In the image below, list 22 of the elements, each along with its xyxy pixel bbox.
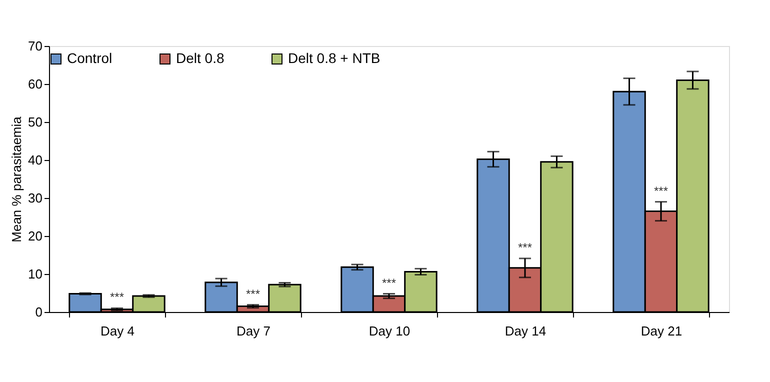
y-tick-label: 50: [28, 114, 42, 130]
legend-label: Control: [67, 50, 112, 66]
y-tick-label: 30: [28, 190, 42, 206]
y-tick-label: 0: [35, 304, 42, 320]
x-tick-label: Day 4: [100, 324, 134, 338]
y-tick-label: 60: [28, 76, 42, 92]
y-tick-label: 40: [28, 152, 42, 168]
y-axis-title: Mean % parasitaemia: [9, 116, 24, 242]
y-tick-label: 10: [28, 266, 42, 282]
x-tick-label: Day 10: [368, 324, 410, 338]
y-tick-label: 70: [28, 38, 42, 54]
y-tick-label: 20: [28, 228, 42, 244]
annotation: ***: [246, 286, 260, 301]
annotation: ***: [654, 184, 668, 198]
annotation: ***: [110, 290, 124, 304]
annotation: ***: [382, 276, 396, 290]
x-tick-label: Day 7: [236, 324, 270, 338]
legend-label: Delt 0.8 + NTB: [288, 50, 380, 66]
annotation: ***: [518, 240, 532, 254]
x-tick-label: Day 21: [640, 324, 682, 338]
legend-label: Delt 0.8: [176, 50, 224, 66]
x-tick-label: Day 14: [504, 324, 546, 338]
